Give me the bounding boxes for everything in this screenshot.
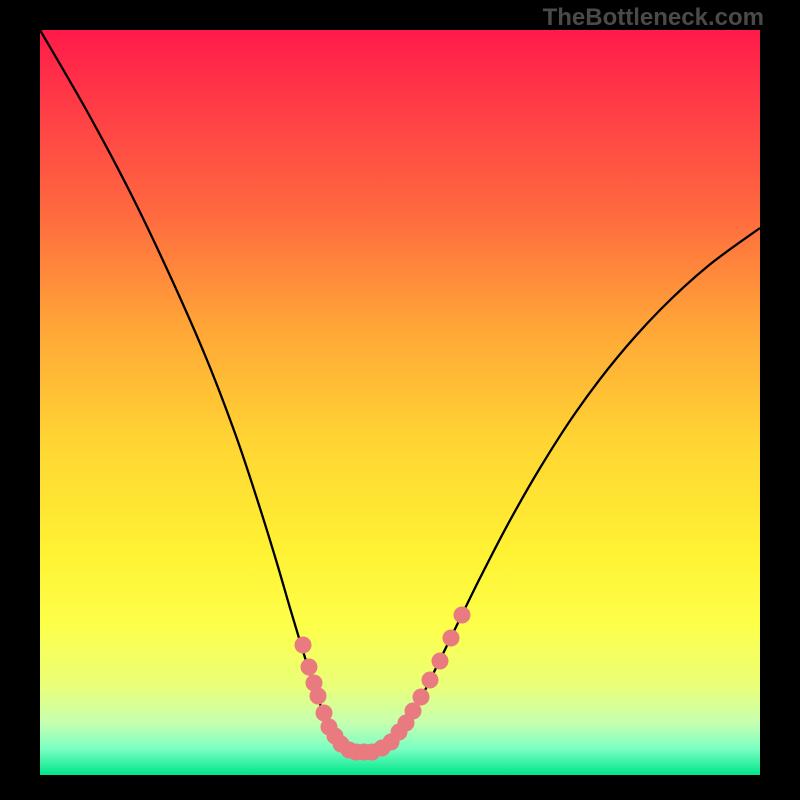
watermark-text: TheBottleneck.com [543,4,764,32]
curve-marker [310,688,327,705]
v-curve [40,30,760,752]
curve-marker [295,637,312,654]
chart-container: TheBottleneck.com [0,0,800,800]
curve-layer [0,0,800,800]
curve-marker [301,659,318,676]
curve-marker [413,689,430,706]
curve-marker [454,607,471,624]
marker-group [295,607,471,761]
curve-marker [432,653,449,670]
curve-marker [422,672,439,689]
curve-marker [443,630,460,647]
